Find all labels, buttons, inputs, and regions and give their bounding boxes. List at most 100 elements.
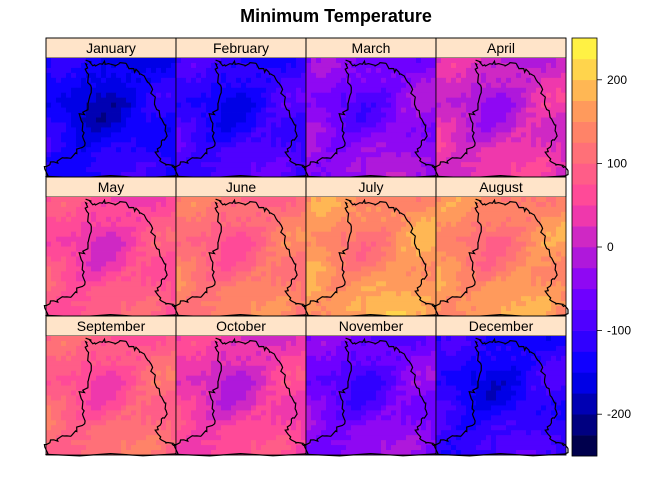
heat-cell xyxy=(191,276,197,282)
heat-cell xyxy=(56,291,62,297)
heat-cell xyxy=(331,296,337,302)
heat-cell xyxy=(56,306,62,312)
heat-cell xyxy=(411,221,417,228)
panel-july: July xyxy=(303,176,439,318)
heat-cell xyxy=(91,132,97,138)
heat-cell xyxy=(536,142,542,148)
heat-cell xyxy=(436,157,442,163)
heat-cell xyxy=(381,147,387,153)
heat-cell xyxy=(556,206,562,213)
heat-cell xyxy=(451,147,457,153)
heat-cell xyxy=(116,82,122,89)
heat-cell xyxy=(541,251,547,257)
heat-cell xyxy=(496,167,502,173)
heat-cell xyxy=(46,67,52,74)
heat-cell xyxy=(551,241,557,247)
heat-cell xyxy=(481,82,487,89)
heat-cell xyxy=(506,226,512,233)
heat-cell xyxy=(61,221,67,228)
heat-cell xyxy=(256,197,262,203)
heat-cell xyxy=(476,271,482,277)
heat-cell xyxy=(126,62,132,69)
heat-cell xyxy=(366,87,372,94)
heat-cell xyxy=(461,286,467,292)
heat-cell xyxy=(416,102,422,108)
heat-cell xyxy=(216,201,222,208)
heat-cell xyxy=(526,206,532,213)
heat-cell xyxy=(391,87,397,94)
heat-cell xyxy=(301,291,307,297)
heat-cell xyxy=(381,167,387,173)
heat-cell xyxy=(136,231,142,238)
heat-cell xyxy=(481,102,487,108)
heat-cell xyxy=(206,241,212,247)
heat-cell xyxy=(96,231,102,238)
heat-cell xyxy=(251,147,257,153)
heat-cell xyxy=(416,296,422,302)
heat-cell xyxy=(316,216,322,223)
heat-cell xyxy=(446,241,452,247)
heat-cell xyxy=(266,102,272,108)
heat-cell xyxy=(451,87,457,94)
heat-cell xyxy=(81,147,87,153)
heat-cell xyxy=(491,276,497,282)
heat-cell xyxy=(446,132,452,138)
heat-cell xyxy=(256,211,262,218)
heat-cell xyxy=(521,172,527,178)
heat-cell xyxy=(226,211,232,218)
heat-cell xyxy=(376,62,382,69)
heat-cell xyxy=(241,261,247,267)
heat-cell xyxy=(416,58,422,64)
heat-cell xyxy=(441,82,447,89)
heat-cell xyxy=(431,122,437,128)
heat-cell xyxy=(226,67,232,74)
heat-cell xyxy=(201,147,207,153)
heat-cell xyxy=(246,216,252,223)
heat-cell xyxy=(111,296,117,302)
heat-cell xyxy=(81,266,87,272)
heat-cell xyxy=(501,172,507,178)
heat-cell xyxy=(281,197,287,203)
heat-cell xyxy=(451,102,457,108)
heat-cell xyxy=(281,216,287,223)
heat-cell xyxy=(431,172,437,178)
heat-cell xyxy=(186,142,192,148)
heat-cell xyxy=(76,132,82,138)
heat-cell xyxy=(296,296,302,302)
heat-cell xyxy=(146,197,152,203)
heat-cell xyxy=(241,87,247,94)
heat-cell xyxy=(121,256,127,262)
heat-cell xyxy=(501,142,507,148)
heat-cell xyxy=(396,306,402,312)
heat-cell xyxy=(206,172,212,178)
heat-cell xyxy=(226,271,232,277)
heat-cell xyxy=(251,62,257,69)
heat-cell xyxy=(411,201,417,208)
heat-cell xyxy=(236,201,242,208)
heat-cell xyxy=(481,132,487,138)
heat-cell xyxy=(546,87,552,94)
heat-cell xyxy=(361,311,367,317)
heat-cell xyxy=(156,256,162,262)
heat-cell xyxy=(511,271,517,277)
heat-cell xyxy=(81,172,87,178)
heat-cell xyxy=(141,167,147,173)
heat-cell xyxy=(401,157,407,163)
heat-cell xyxy=(326,62,332,69)
heat-cell xyxy=(236,87,242,94)
heat-cell xyxy=(331,67,337,74)
heat-cell xyxy=(236,291,242,297)
heat-cell xyxy=(461,236,467,243)
heat-cell xyxy=(121,271,127,277)
heat-cell xyxy=(351,132,357,138)
heat-cell xyxy=(461,58,467,64)
heat-cell xyxy=(451,226,457,233)
heat-cell xyxy=(181,236,187,243)
heat-cell xyxy=(116,112,122,118)
heat-cell xyxy=(71,216,77,223)
heat-cell xyxy=(236,92,242,99)
heat-cell xyxy=(86,231,92,238)
heat-cell xyxy=(201,82,207,89)
heat-cell xyxy=(266,112,272,118)
